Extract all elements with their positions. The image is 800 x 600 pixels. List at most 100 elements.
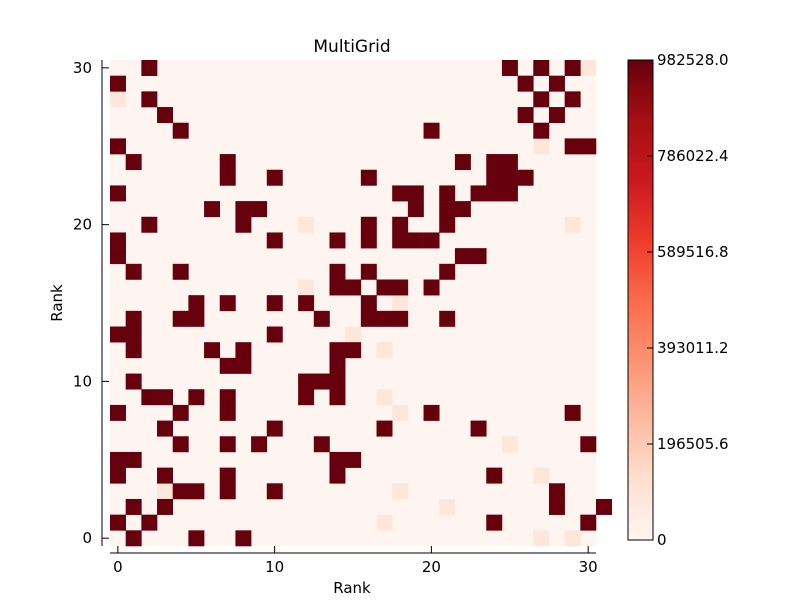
plot-area <box>110 60 612 547</box>
heatmap-cell-high <box>392 232 409 249</box>
heatmap-cell-high <box>533 122 550 139</box>
heatmap-cell-high <box>548 107 565 124</box>
heatmap-cell-high <box>501 185 518 202</box>
heatmap-cell-high <box>454 248 471 265</box>
heatmap-cell-high <box>486 154 503 171</box>
heatmap-cell-high <box>219 295 236 312</box>
heatmap-cell-high <box>235 216 252 233</box>
heatmap-cell-high <box>360 310 377 327</box>
colorbar-tick-label: 196505.6 <box>657 435 729 453</box>
heatmap-cell-high <box>423 232 440 249</box>
heatmap-cell-high <box>470 185 487 202</box>
heatmap-cell-high <box>219 404 236 421</box>
heatmap-cell-high <box>564 60 581 76</box>
heatmap-cell-high <box>235 357 252 374</box>
heatmap-cell-low <box>110 91 126 108</box>
heatmap-cell-high <box>141 91 158 108</box>
heatmap-cell-high <box>141 389 158 406</box>
heatmap-cell-high <box>564 91 581 108</box>
heatmap-cell-high <box>266 295 283 312</box>
heatmap-cell-high <box>439 201 456 218</box>
heatmap-cell-high <box>564 138 581 155</box>
y-axis-label: Rank <box>48 284 66 322</box>
heatmap-cell-high <box>219 389 236 406</box>
heatmap-cell-high <box>219 154 236 171</box>
heatmap-cell-high <box>219 483 236 500</box>
heatmap-cell-high <box>392 216 409 233</box>
heatmap-cell-high <box>392 185 409 202</box>
heatmap-cell-low <box>345 326 362 343</box>
heatmap-cell-high <box>172 310 189 327</box>
heatmap-cell-high <box>439 185 456 202</box>
heatmap-cell-high <box>125 342 142 359</box>
heatmap-cell-high <box>251 201 268 218</box>
heatmap-cell-low <box>439 498 456 515</box>
heatmap-cell-high <box>125 373 142 390</box>
heatmap-cell-high <box>345 279 362 296</box>
heatmap-cell-low <box>157 483 174 500</box>
heatmap-cell-high <box>329 467 346 484</box>
x-tick-label: 20 <box>422 558 441 576</box>
heatmap-cell-high <box>360 169 377 186</box>
heatmap-cell-low <box>298 216 315 233</box>
heatmap-cell-high <box>219 357 236 374</box>
heatmap-cell-high <box>219 467 236 484</box>
colorbar-tick-label: 982528.0 <box>657 51 729 69</box>
heatmap-cell-low <box>533 467 550 484</box>
heatmap-cell-high <box>329 373 346 390</box>
heatmap-cell-high <box>235 342 252 359</box>
heatmap-cell-high <box>125 326 142 343</box>
heatmap-cell-high <box>329 232 346 249</box>
heatmap-cell-high <box>141 60 158 76</box>
y-tick-label: 30 <box>73 59 92 77</box>
x-tick-label: 0 <box>113 558 123 576</box>
heatmap-cell-high <box>110 75 126 92</box>
heatmap-cell-high <box>360 295 377 312</box>
heatmap-cell-high <box>298 295 315 312</box>
heatmap-cell-high <box>454 201 471 218</box>
heatmap-cell-high <box>204 201 221 218</box>
heatmap-cell-high <box>235 530 252 547</box>
x-tick-label: 30 <box>579 558 598 576</box>
heatmap-cell-low <box>298 279 315 296</box>
heatmap-cell-high <box>470 420 487 437</box>
heatmap-cell-high <box>141 216 158 233</box>
heatmap-cell-high <box>517 107 534 124</box>
heatmap-cell-high <box>564 404 581 421</box>
colorbar-tick-label: 589516.8 <box>657 243 729 261</box>
heatmap-cell-high <box>188 530 205 547</box>
heatmap-cell-high <box>172 436 189 453</box>
heatmap-cell-high <box>407 201 424 218</box>
heatmap-cell-high <box>110 248 126 265</box>
heatmap-cell-high <box>486 185 503 202</box>
x-tick-label: 10 <box>265 558 284 576</box>
heatmap-cell-high <box>266 169 283 186</box>
y-tick-label: 20 <box>73 216 92 234</box>
heatmap-cell-low <box>392 404 409 421</box>
heatmap-cell-high <box>313 310 330 327</box>
plot-axes: 0 10 20 30 0 10 20 30 <box>73 59 598 576</box>
heatmap-cell-high <box>439 263 456 280</box>
heatmap-cell-high <box>188 483 205 500</box>
heatmap-cell-high <box>501 60 518 76</box>
heatmap-cell-high <box>188 295 205 312</box>
heatmap-cell-high <box>345 451 362 468</box>
heatmap-cell-high <box>533 91 550 108</box>
heatmap-cell-high <box>533 60 550 76</box>
heatmap-cell-high <box>110 232 126 249</box>
heatmap-cell-high <box>110 185 126 202</box>
heatmap-cell-high <box>125 154 142 171</box>
heatmap-cell-high <box>110 467 126 484</box>
heatmap-cell-high <box>329 263 346 280</box>
heatmap-cell-high <box>125 451 142 468</box>
heatmap-cell-high <box>580 138 597 155</box>
heatmap-cell-high <box>580 436 597 453</box>
heatmap-cell-high <box>517 75 534 92</box>
heatmap-cell-high <box>439 216 456 233</box>
heatmap-cell-high <box>329 279 346 296</box>
heatmap-cell-high <box>266 326 283 343</box>
heatmap-cell-low <box>564 530 581 547</box>
heatmap-cell-high <box>110 451 126 468</box>
heatmap-cell-low <box>376 342 393 359</box>
